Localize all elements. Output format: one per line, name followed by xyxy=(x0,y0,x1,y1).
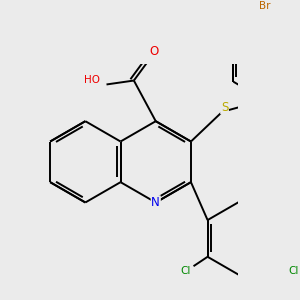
Text: N: N xyxy=(152,196,160,209)
Text: S: S xyxy=(221,100,228,114)
Text: Cl: Cl xyxy=(181,266,191,276)
Text: Br: Br xyxy=(260,1,271,10)
Text: HO: HO xyxy=(84,75,100,85)
Text: O: O xyxy=(150,45,159,58)
Text: Cl: Cl xyxy=(288,266,298,276)
